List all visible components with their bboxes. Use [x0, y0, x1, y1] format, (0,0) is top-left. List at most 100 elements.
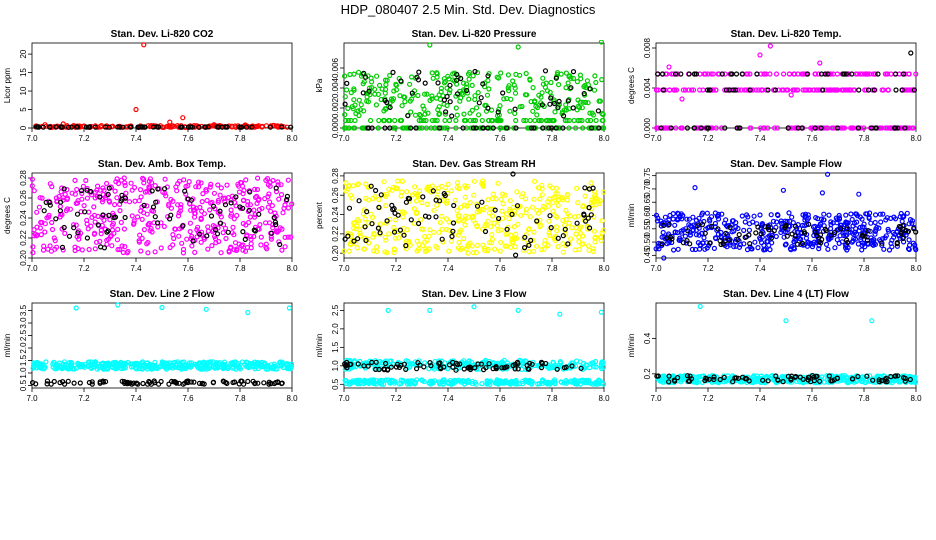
data-point [482, 228, 489, 235]
data-point [529, 361, 535, 367]
data-point [596, 125, 602, 131]
data-point [667, 212, 673, 219]
data-point [912, 242, 918, 248]
data-point [360, 81, 366, 87]
data-point [114, 124, 121, 130]
data-point [526, 226, 532, 232]
data-point [692, 71, 698, 77]
data-point [739, 71, 745, 77]
data-points [341, 171, 607, 258]
data-point [653, 246, 659, 252]
data-point [577, 359, 583, 365]
data-point [248, 236, 254, 242]
data-point [674, 374, 681, 381]
data-point [708, 223, 715, 229]
data-point [851, 235, 857, 241]
data-point [894, 228, 900, 234]
data-point [345, 183, 352, 189]
data-point [138, 248, 144, 254]
data-point [92, 219, 98, 225]
data-point [690, 87, 697, 93]
data-point [722, 125, 728, 131]
data-point [97, 238, 103, 245]
data-point [270, 225, 276, 231]
data-point [722, 71, 728, 77]
x-tick-label: 7.0 [26, 394, 38, 403]
data-point [897, 235, 903, 241]
data-point [202, 124, 209, 130]
data-point [439, 125, 445, 131]
data-point [416, 69, 422, 75]
data-point [904, 87, 910, 93]
data-point [57, 199, 64, 205]
data-point [355, 69, 362, 75]
data-point [490, 213, 496, 219]
data-point [289, 201, 295, 207]
data-point [574, 185, 580, 192]
data-point [387, 72, 393, 79]
data-point [758, 231, 764, 237]
data-point [167, 124, 173, 130]
chart-title: Stan. Dev. Amb. Box Temp. [98, 159, 226, 170]
data-point [120, 124, 126, 130]
data-point [85, 362, 92, 368]
data-point [555, 105, 561, 111]
data-point [166, 381, 172, 387]
data-point [352, 364, 359, 370]
data-point [96, 363, 102, 369]
x-tick-label: 7.4 [754, 264, 766, 273]
data-point [523, 70, 529, 77]
data-point [472, 68, 478, 75]
x-tick-label: 7.0 [650, 264, 662, 273]
data-point [506, 215, 512, 222]
data-point [286, 305, 292, 311]
data-point [375, 125, 381, 131]
chart-line2-flow: Stan. Dev. Line 2 Flow 7.0 7.2 7.4 7.6 7.8 8.0… [0, 285, 300, 415]
data-point [80, 183, 87, 189]
data-point [399, 189, 405, 195]
data-point [575, 97, 581, 103]
data-point [184, 236, 190, 242]
data-point [475, 361, 481, 367]
data-point [702, 246, 708, 252]
data-point [592, 239, 598, 245]
data-point [523, 206, 529, 212]
data-point [796, 235, 803, 242]
data-point [242, 236, 248, 243]
data-point [345, 233, 351, 239]
data-point [74, 211, 81, 217]
data-point [572, 214, 578, 220]
data-point [396, 235, 402, 241]
data-point [207, 184, 213, 190]
data-point [895, 373, 901, 379]
data-point [41, 243, 47, 249]
data-point [761, 71, 767, 77]
data-point [903, 232, 909, 238]
data-point [256, 206, 262, 213]
data-point [464, 203, 470, 209]
data-point [708, 71, 714, 77]
chart-svg: Stan. Dev. Gas Stream RH7.0 7.2 7.4 7.6 7.8 8… [315, 159, 610, 273]
data-point [693, 232, 700, 238]
data-point [866, 214, 872, 220]
data-point [406, 81, 413, 87]
data-point [405, 113, 411, 119]
data-point [829, 378, 835, 384]
data-point [766, 227, 772, 233]
data-point [901, 71, 907, 77]
data-point [586, 204, 592, 211]
data-point [381, 191, 387, 198]
data-point [372, 187, 379, 194]
data-point [269, 202, 275, 209]
data-point [470, 213, 476, 219]
data-point [512, 106, 518, 112]
data-point [168, 196, 174, 203]
data-point [413, 125, 419, 131]
data-point [823, 241, 830, 248]
data-point [167, 244, 173, 251]
data-point [460, 125, 466, 131]
data-point [752, 239, 758, 245]
data-point [58, 124, 64, 130]
data-point [131, 221, 137, 227]
data-point [861, 221, 867, 227]
